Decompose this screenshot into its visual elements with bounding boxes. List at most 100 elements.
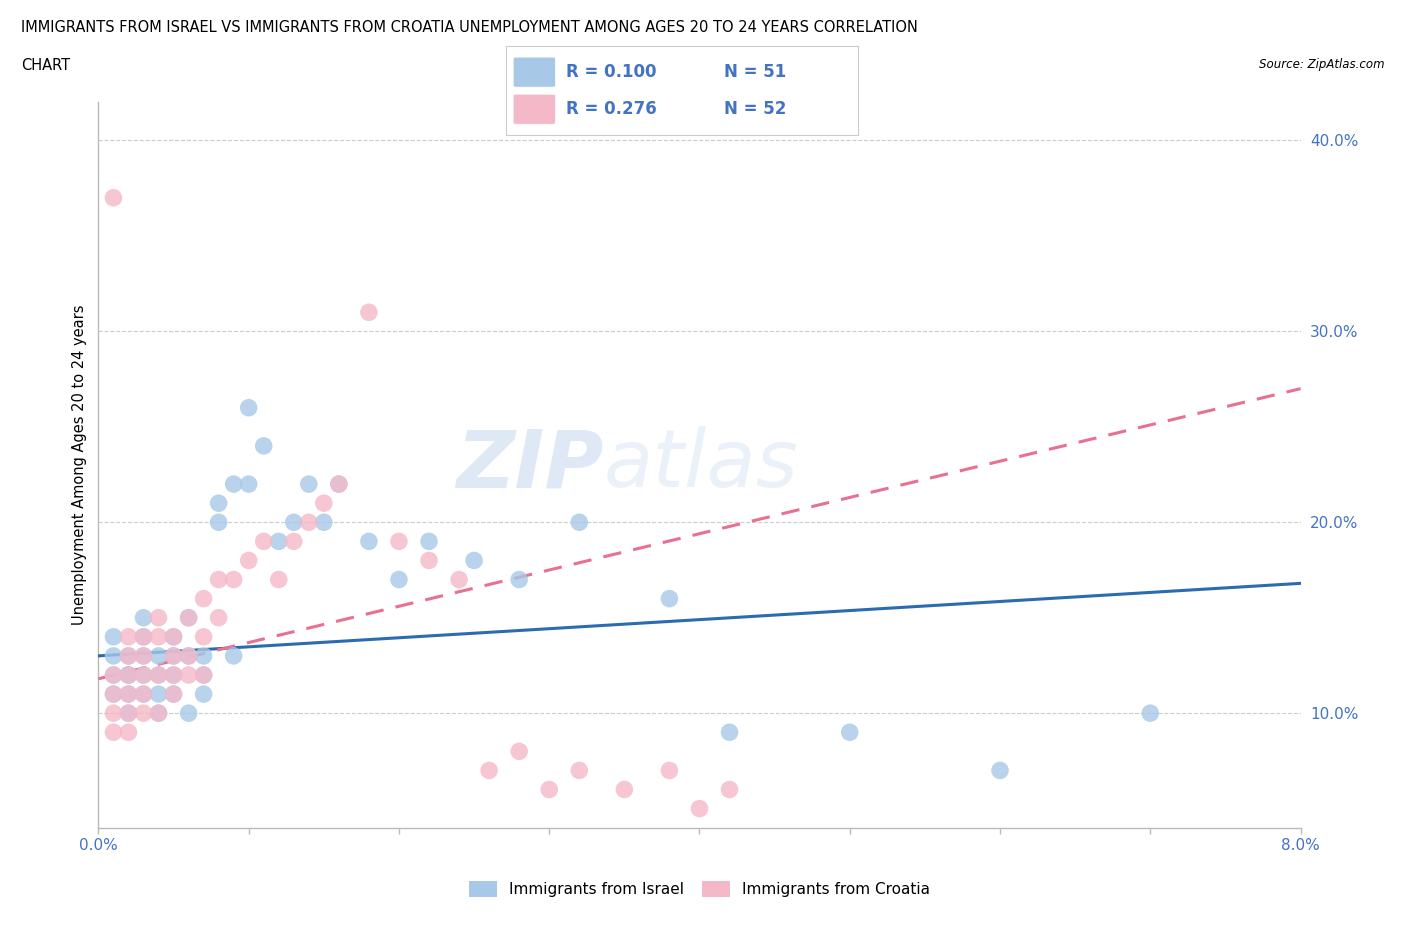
Point — [312, 496, 335, 511]
Point — [298, 477, 321, 492]
Point — [117, 648, 139, 663]
Point — [267, 572, 290, 587]
FancyBboxPatch shape — [513, 94, 555, 125]
Point — [148, 706, 170, 721]
Point — [117, 668, 139, 683]
Point — [177, 648, 200, 663]
Point — [103, 648, 125, 663]
Point — [132, 630, 155, 644]
Point — [238, 553, 260, 568]
Point — [988, 763, 1011, 777]
Point — [162, 668, 184, 683]
Text: N = 52: N = 52 — [724, 100, 786, 118]
Point — [193, 591, 215, 606]
Text: ZIP: ZIP — [456, 426, 603, 504]
Point — [162, 668, 184, 683]
Point — [103, 668, 125, 683]
Point — [162, 648, 184, 663]
Point — [193, 668, 215, 683]
Point — [132, 668, 155, 683]
Point — [718, 782, 741, 797]
Point — [177, 610, 200, 625]
Point — [132, 706, 155, 721]
Point — [117, 706, 139, 721]
Point — [478, 763, 501, 777]
Point — [238, 400, 260, 415]
Point — [222, 572, 245, 587]
Point — [103, 724, 125, 739]
Point — [103, 668, 125, 683]
Point — [193, 648, 215, 663]
Point — [132, 686, 155, 701]
Point — [568, 763, 591, 777]
Point — [117, 648, 139, 663]
Point — [838, 724, 860, 739]
Text: N = 51: N = 51 — [724, 63, 786, 81]
Point — [162, 686, 184, 701]
Point — [162, 630, 184, 644]
Point — [117, 706, 139, 721]
Y-axis label: Unemployment Among Ages 20 to 24 years: Unemployment Among Ages 20 to 24 years — [72, 305, 87, 625]
Point — [328, 477, 350, 492]
Point — [148, 630, 170, 644]
Text: R = 0.276: R = 0.276 — [565, 100, 657, 118]
Point — [312, 515, 335, 530]
FancyBboxPatch shape — [513, 57, 555, 87]
Text: R = 0.100: R = 0.100 — [565, 63, 657, 81]
Point — [193, 686, 215, 701]
Text: atlas: atlas — [603, 426, 799, 504]
Point — [103, 630, 125, 644]
Point — [538, 782, 561, 797]
Point — [253, 534, 276, 549]
Legend: Immigrants from Israel, Immigrants from Croatia: Immigrants from Israel, Immigrants from … — [463, 874, 936, 903]
Point — [447, 572, 470, 587]
Point — [177, 648, 200, 663]
Point — [298, 515, 321, 530]
Point — [1139, 706, 1161, 721]
Point — [177, 610, 200, 625]
Point — [463, 553, 485, 568]
Point — [162, 686, 184, 701]
Point — [658, 591, 681, 606]
Point — [132, 686, 155, 701]
Point — [222, 477, 245, 492]
Point — [357, 534, 380, 549]
Point — [148, 686, 170, 701]
Point — [177, 668, 200, 683]
Point — [162, 648, 184, 663]
Point — [208, 572, 231, 587]
Text: IMMIGRANTS FROM ISRAEL VS IMMIGRANTS FROM CROATIA UNEMPLOYMENT AMONG AGES 20 TO : IMMIGRANTS FROM ISRAEL VS IMMIGRANTS FRO… — [21, 20, 918, 35]
Point — [267, 534, 290, 549]
Point — [613, 782, 636, 797]
Point — [508, 572, 530, 587]
Point — [418, 534, 440, 549]
Point — [117, 668, 139, 683]
Point — [132, 668, 155, 683]
Point — [388, 572, 411, 587]
Point — [162, 630, 184, 644]
Point — [117, 668, 139, 683]
Point — [148, 668, 170, 683]
Point — [132, 630, 155, 644]
Point — [689, 801, 711, 816]
Point — [117, 724, 139, 739]
Point — [148, 648, 170, 663]
Point — [388, 534, 411, 549]
Point — [568, 515, 591, 530]
Point — [208, 496, 231, 511]
Point — [132, 648, 155, 663]
Point — [132, 610, 155, 625]
Point — [117, 630, 139, 644]
Point — [117, 686, 139, 701]
Point — [103, 686, 125, 701]
Point — [658, 763, 681, 777]
Point — [253, 438, 276, 453]
Point — [103, 191, 125, 206]
Point — [222, 648, 245, 663]
Point — [177, 706, 200, 721]
Point — [117, 686, 139, 701]
Point — [718, 724, 741, 739]
Point — [132, 648, 155, 663]
Point — [357, 305, 380, 320]
Point — [103, 706, 125, 721]
